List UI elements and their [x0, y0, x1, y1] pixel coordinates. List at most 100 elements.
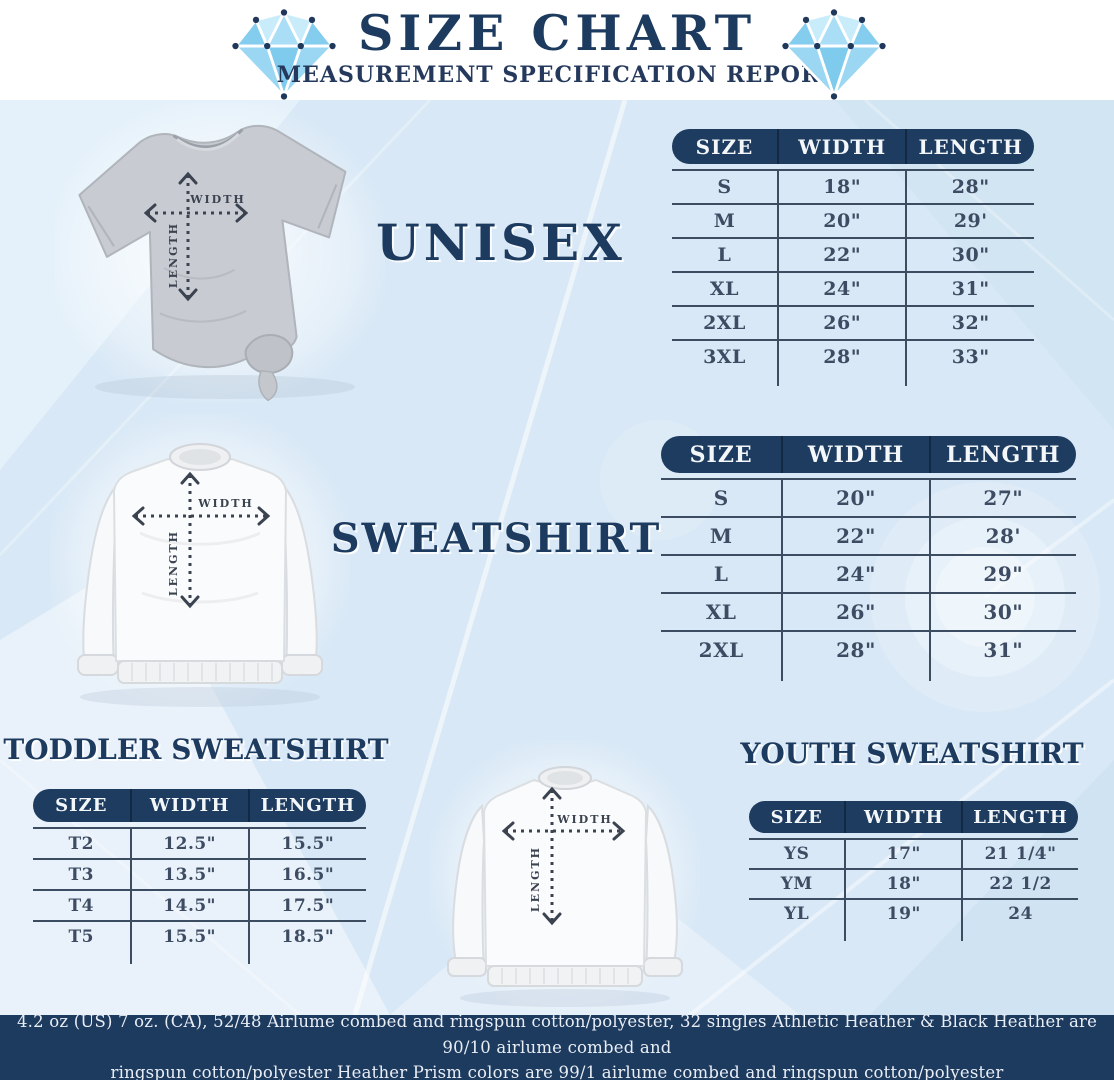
- cell-length: 15.5": [247, 829, 366, 858]
- cell-length: 22 1/2: [961, 870, 1078, 898]
- tshirt-image: WIDTH LENGTH: [55, 103, 385, 403]
- column-header-size: SIZE: [689, 441, 753, 468]
- section-label-sweatshirt: SWEATSHIRT: [330, 515, 662, 562]
- column-header-width: WIDTH: [844, 801, 961, 833]
- sweatshirt-shape: [77, 443, 323, 684]
- cell-width: 17": [844, 840, 961, 868]
- youth-size-table: SIZE WIDTH LENGTH YS 17" 21 1/4" YM 18" 22 1…: [749, 801, 1078, 941]
- toddler-sweatshirt-image: WIDTH LENGTH: [430, 740, 700, 1010]
- header-band: SIZE CHART MEASUREMENT SPECIFICATION REP…: [0, 0, 1114, 100]
- cell-width: 20": [781, 480, 928, 516]
- section-label-toddler: TODDLER SWEATSHIRT: [3, 733, 389, 766]
- table-header: SIZE WIDTH LENGTH: [33, 789, 366, 822]
- cell-size: L: [713, 562, 729, 586]
- table-row: M 20" 29': [672, 203, 1034, 237]
- cell-width: 13.5": [129, 860, 248, 889]
- cell-size: T3: [68, 864, 95, 885]
- page-subtitle: MEASUREMENT SPECIFICATION REPORT: [276, 62, 838, 88]
- table-row-tail: [749, 928, 1078, 941]
- cell-width: 14.5": [129, 891, 248, 920]
- length-label: LENGTH: [529, 846, 542, 912]
- table-row: L 22" 30": [672, 237, 1034, 271]
- table-row: T5 15.5" 18.5": [33, 920, 366, 951]
- table-row-tail: [661, 668, 1076, 681]
- cell-length: 24: [961, 900, 1078, 928]
- cell-size: YL: [784, 904, 810, 924]
- table-row: M 22" 28': [661, 516, 1076, 554]
- table-row: T3 13.5" 16.5": [33, 858, 366, 889]
- sweatshirt-size-table: SIZE WIDTH LENGTH S 20" 27" M 22" 28' L 24" 29…: [661, 436, 1076, 681]
- width-label: WIDTH: [197, 497, 254, 510]
- cell-size: L: [717, 244, 732, 266]
- column-header-length: LENGTH: [905, 129, 1034, 164]
- cell-width: 22": [781, 518, 928, 554]
- cell-size: S: [713, 486, 729, 510]
- table-row: S 18" 28": [672, 169, 1034, 203]
- footer-band: 4.2 oz (US) 7 oz. (CA), 52/48 Airlume co…: [0, 1012, 1114, 1080]
- table-body: T2 12.5" 15.5" T3 13.5" 16.5" T4 14.5" 17.5" T…: [33, 827, 366, 964]
- cell-width: 24": [776, 273, 906, 305]
- cell-width: 28": [776, 341, 906, 373]
- cell-width: 19": [844, 900, 961, 928]
- table-row: XL 26" 30": [661, 592, 1076, 630]
- table-row: XL 24" 31": [672, 271, 1034, 305]
- cell-width: 26": [776, 307, 906, 339]
- cell-length: 18.5": [247, 922, 366, 951]
- cell-width: 28": [781, 632, 928, 668]
- column-header-length: LENGTH: [928, 436, 1076, 473]
- cell-width: 18": [844, 870, 961, 898]
- cell-size: YM: [780, 874, 813, 894]
- cell-size: T4: [68, 895, 95, 916]
- cell-length: 16.5": [247, 860, 366, 889]
- sweatshirt-image: WIDTH LENGTH: [50, 413, 350, 708]
- diamond-icon: [782, 9, 886, 100]
- column-header-size: SIZE: [695, 134, 754, 159]
- cell-width: 22": [776, 239, 906, 271]
- cell-size: XL: [709, 278, 740, 300]
- cell-length: 21 1/4": [961, 840, 1078, 868]
- cell-length: 29": [928, 556, 1076, 592]
- table-row-tail: [672, 373, 1034, 386]
- width-label: WIDTH: [556, 813, 613, 826]
- cell-length: 17.5": [247, 891, 366, 920]
- width-label: WIDTH: [189, 193, 246, 206]
- table-row: T4 14.5" 17.5": [33, 889, 366, 920]
- cell-length: 31": [905, 273, 1034, 305]
- cell-length: 33": [905, 341, 1034, 373]
- fabric-note-line2: ringspun cotton/polyester Heather Prism …: [110, 1063, 1004, 1080]
- table-header: SIZE WIDTH LENGTH: [672, 129, 1034, 164]
- cell-size: M: [709, 524, 733, 548]
- table-header: SIZE WIDTH LENGTH: [661, 436, 1076, 473]
- column-header-size: SIZE: [55, 795, 108, 816]
- column-header-length: LENGTH: [247, 789, 366, 822]
- cell-length: 30": [905, 239, 1034, 271]
- table-row: 2XL 26" 32": [672, 305, 1034, 339]
- cell-size: 3XL: [703, 346, 746, 368]
- table-body: S 18" 28" M 20" 29' L 22" 30" XL 24" 31" 2XL 26" 3…: [672, 169, 1034, 386]
- table-header: SIZE WIDTH LENGTH: [749, 801, 1078, 833]
- cell-size: S: [717, 176, 732, 198]
- cell-size: XL: [705, 600, 737, 624]
- unisex-size-table: SIZE WIDTH LENGTH S 18" 28" M 20" 29' L 22" 30…: [672, 129, 1034, 386]
- table-row: 2XL 28" 31": [661, 630, 1076, 668]
- cell-size: 2XL: [698, 638, 744, 662]
- cell-width: 20": [776, 205, 906, 237]
- table-row: YM 18" 22 1/2: [749, 868, 1078, 898]
- table-row: T2 12.5" 15.5": [33, 827, 366, 858]
- table-row: L 24" 29": [661, 554, 1076, 592]
- cell-size: M: [713, 210, 736, 232]
- page-title: SIZE CHART: [357, 4, 757, 62]
- fabric-note-line1: 4.2 oz (US) 7 oz. (CA), 52/48 Airlume co…: [16, 1012, 1098, 1057]
- tshirt-shape: [78, 124, 347, 402]
- cell-length: 27": [928, 480, 1076, 516]
- column-header-width: WIDTH: [781, 436, 928, 473]
- column-header-width: WIDTH: [776, 129, 906, 164]
- table-row: 3XL 28" 33": [672, 339, 1034, 373]
- width-arrow: [131, 506, 271, 526]
- cell-length: 30": [928, 594, 1076, 630]
- cell-size: YS: [783, 844, 810, 864]
- cell-length: 28': [928, 518, 1076, 554]
- cell-size: 2XL: [703, 312, 746, 334]
- cell-length: 29': [905, 205, 1034, 237]
